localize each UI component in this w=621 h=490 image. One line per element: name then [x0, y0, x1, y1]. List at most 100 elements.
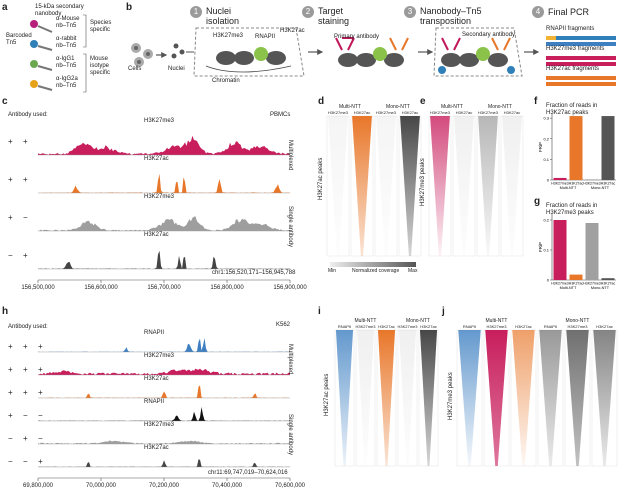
antibody-sign: + — [8, 410, 13, 420]
group2c: specific — [90, 70, 111, 76]
antibody-sign: + — [8, 175, 13, 184]
nb-item: nb–Tn5 — [56, 43, 77, 49]
group-label: Mono-NTT — [591, 186, 610, 190]
antibody-sign: + — [38, 364, 43, 374]
antibody-sign: + — [38, 341, 43, 351]
cell-type: K562 — [276, 322, 291, 328]
single-antibody-label: Single antibody — [287, 414, 293, 456]
heatmap-column — [537, 329, 564, 467]
group2: Mouse — [90, 56, 109, 62]
category-label: H3K27me3 — [551, 182, 569, 186]
heatmap-signal — [566, 330, 589, 466]
track-label: H3K27me3 — [144, 353, 175, 359]
antibody-sign: − — [38, 433, 43, 443]
track-signal — [38, 135, 290, 156]
signal-area — [38, 250, 290, 269]
step-title1: Target — [318, 6, 344, 16]
heatmap-signal — [377, 330, 396, 466]
heatmap-signal — [328, 116, 348, 256]
x-tick-label: 69,800,000 — [22, 483, 54, 489]
antibody-sign: − — [23, 213, 28, 222]
step-number: 2 — [302, 6, 314, 18]
heatmap-signal — [593, 330, 616, 466]
e-ylabel: H3K27me3 peaks — [420, 158, 426, 206]
group-label: Multi-NTT — [441, 104, 463, 110]
heatmap-column — [398, 115, 422, 257]
x-tick-label: 156,900,000 — [273, 285, 307, 291]
antibody-sign: + — [38, 456, 43, 466]
track-label: H3K27ac — [144, 445, 169, 451]
panel-label-i: i — [318, 306, 321, 317]
heatmap-column — [476, 115, 500, 257]
heatmap-signal — [430, 116, 450, 256]
signal-area — [38, 338, 290, 352]
group-label: Multi-NTT — [354, 318, 377, 324]
column-label: H3K27ac — [455, 110, 473, 115]
heatmap-signal — [454, 116, 474, 256]
column-label: H3K27me3 — [397, 324, 418, 329]
nb-list: α-Mouse nb–Tn5 α-rabbit nb–Tn5 α-IgG1 nb… — [56, 16, 79, 90]
bar — [585, 179, 599, 180]
track-label: H3K27me3 — [144, 194, 175, 200]
bracket-lines — [83, 14, 87, 93]
column-label: H3K27me3 — [327, 110, 348, 115]
antibody-sign: + — [38, 387, 43, 397]
antibody-sign: + — [8, 364, 13, 374]
nb-item: α-Mouse — [56, 16, 80, 22]
track-label: H3K27me3 — [144, 422, 175, 428]
x-tick-label: 70,000,000 — [85, 483, 117, 489]
group-label: Multi-NTT — [560, 286, 577, 290]
track-signal — [38, 216, 290, 232]
signal-area — [38, 385, 290, 398]
bar — [553, 177, 567, 180]
rnapii-label: RNAPII — [255, 34, 276, 40]
antibody-sign: + — [23, 364, 28, 374]
heatmap-signal — [376, 116, 396, 256]
group-label: Multi-NTT — [339, 104, 361, 110]
category-label: H3K27me3 — [551, 282, 569, 286]
heatmap-column — [428, 115, 452, 257]
barcoded-text: Barcoded — [6, 33, 32, 39]
step-title: Nuclei isolation — [206, 6, 239, 26]
panel-label-j: j — [442, 306, 445, 317]
legend-min: Min — [328, 268, 337, 274]
legend-gradient — [330, 262, 416, 267]
signal-area — [38, 135, 290, 155]
single-antibody-label: Single antibody — [287, 206, 293, 248]
antibody-sign: + — [8, 341, 13, 351]
j-ylabel: H3K27me3 peaks — [448, 372, 454, 420]
track-label: RNAPII — [144, 399, 165, 405]
legend-max: Max — [408, 268, 418, 274]
signal-area — [38, 407, 290, 421]
nanobody-icons — [30, 20, 53, 91]
x-axis-line — [37, 477, 291, 481]
column-label: RNAPII — [337, 324, 352, 329]
heatmap-signal — [502, 116, 522, 256]
x-tick-label: 70,400,000 — [211, 483, 243, 489]
group-species: Species specific — [90, 20, 111, 34]
category-label: H3K27me3 — [583, 182, 601, 186]
bar — [585, 223, 599, 280]
heatmap-column — [564, 329, 591, 467]
panel-label-e: e — [420, 96, 426, 107]
heatmap-column — [334, 329, 355, 467]
cell-type: PBMCs — [270, 112, 291, 118]
bar — [601, 278, 615, 280]
track-label: H3K27me3 — [144, 118, 175, 124]
antibody-sign: + — [23, 387, 28, 397]
antibody-used-label: Antibody used: — [8, 324, 48, 330]
heatmap-signal — [512, 330, 535, 466]
signal-area — [38, 173, 290, 193]
x-tick-label: 156,500,000 — [21, 285, 55, 291]
group-isotype: Mouse isotype specific — [90, 56, 110, 77]
x-tick-label: 70,200,000 — [148, 483, 180, 489]
antibody-sign: + — [23, 251, 28, 260]
heatmap-signal — [485, 330, 508, 466]
heatmap-signal — [400, 116, 420, 256]
column-label: H3K27me3 — [355, 324, 376, 329]
y-tick-label: 0.3 — [543, 116, 549, 121]
signal-area — [38, 216, 290, 231]
category-label: H3K27me3 — [583, 282, 601, 286]
category-label: H3K27ac — [601, 282, 616, 286]
